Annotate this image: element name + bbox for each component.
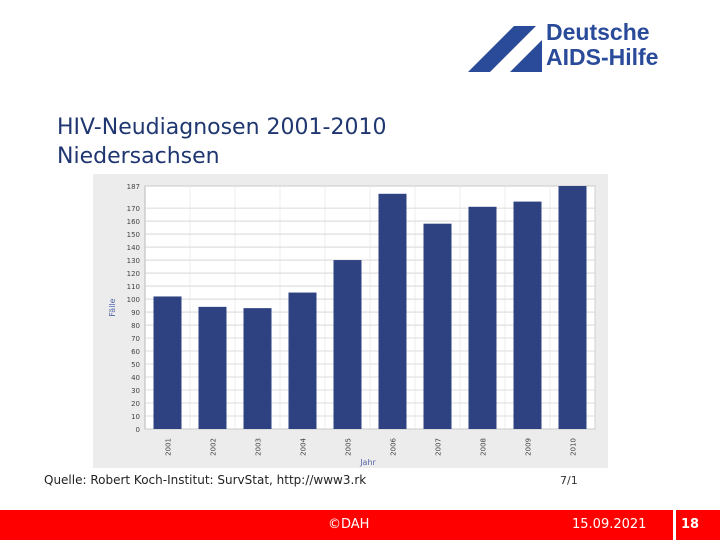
logo-stripe-icon [468, 26, 542, 72]
y-tick-label: 10 [131, 413, 140, 421]
title-line-1: HIV-Neudiagnosen 2001-2010 [57, 115, 387, 140]
footer-copyright: ©DAH [328, 517, 370, 532]
bar [513, 201, 542, 429]
source-note: Quelle: Robert Koch-Institut: SurvStat, … [44, 473, 367, 487]
x-tick-label: 2002 [210, 438, 218, 456]
y-tick-label: 80 [131, 322, 140, 330]
y-tick-label: 160 [127, 218, 140, 226]
bar [558, 186, 587, 429]
footer-bar: ©DAH 15.09.2021 18 [0, 510, 720, 540]
slide-title: HIV-Neudiagnosen 2001-2010 Niedersachsen [57, 113, 386, 171]
y-tick-label: 70 [131, 335, 140, 343]
footer-page-number: 18 [681, 517, 700, 532]
y-tick-label: 120 [127, 270, 140, 278]
logo-line-1: Deutsche [546, 19, 650, 45]
y-tick-label: 90 [131, 309, 140, 317]
bar [378, 193, 407, 429]
bar [423, 223, 452, 429]
y-tick-label: 60 [131, 348, 140, 356]
bar [288, 292, 317, 429]
title-line-2: Niedersachsen [57, 144, 220, 169]
bar-chart: 0 10 20 30 40 50 60 70 80 90 100 110 120 130 140 150 160… [108, 183, 596, 467]
chart-frame: 0 10 20 30 40 50 60 70 80 90 100 110 120 130 140 150 160… [93, 174, 608, 468]
y-tick-label: 150 [127, 231, 140, 239]
y-tick-label: 187 [127, 183, 140, 191]
bar [333, 260, 362, 429]
x-tick-label: 2006 [390, 437, 398, 455]
x-tick-label: 2009 [525, 438, 533, 456]
y-axis-label: Fälle [108, 298, 117, 316]
x-tick-label: 2007 [435, 438, 443, 456]
logo: Deutsche AIDS-Hilfe [466, 20, 676, 74]
x-axis-label: Jahr [359, 458, 376, 467]
y-tick-label: 0 [136, 426, 140, 434]
footer-separator [673, 510, 676, 540]
y-tick-label: 110 [127, 283, 140, 291]
y-tick-label: 170 [127, 205, 140, 213]
logo-line-2: AIDS-Hilfe [546, 44, 659, 70]
x-tick-label: 2004 [300, 437, 308, 455]
x-tick-label: 2003 [255, 438, 263, 456]
y-tick-label: 20 [131, 400, 140, 408]
y-tick-label: 130 [127, 257, 140, 265]
y-tick-label: 40 [131, 374, 140, 382]
y-tick-label: 30 [131, 387, 140, 395]
logo-text: Deutsche AIDS-Hilfe [546, 20, 658, 70]
y-tick-label: 100 [127, 296, 140, 304]
bar [243, 308, 272, 429]
bar [153, 296, 182, 429]
x-tick-label: 2010 [570, 438, 578, 456]
y-tick-label: 50 [131, 361, 140, 369]
y-tick-label: 140 [127, 244, 140, 252]
bar [198, 306, 227, 429]
bar [468, 206, 497, 429]
x-tick-label: 2008 [480, 438, 488, 456]
x-tick-label: 2001 [165, 438, 173, 456]
source-note-right: 7/1 [560, 474, 578, 487]
x-tick-label: 2005 [345, 438, 353, 456]
footer-date: 15.09.2021 [572, 517, 647, 532]
